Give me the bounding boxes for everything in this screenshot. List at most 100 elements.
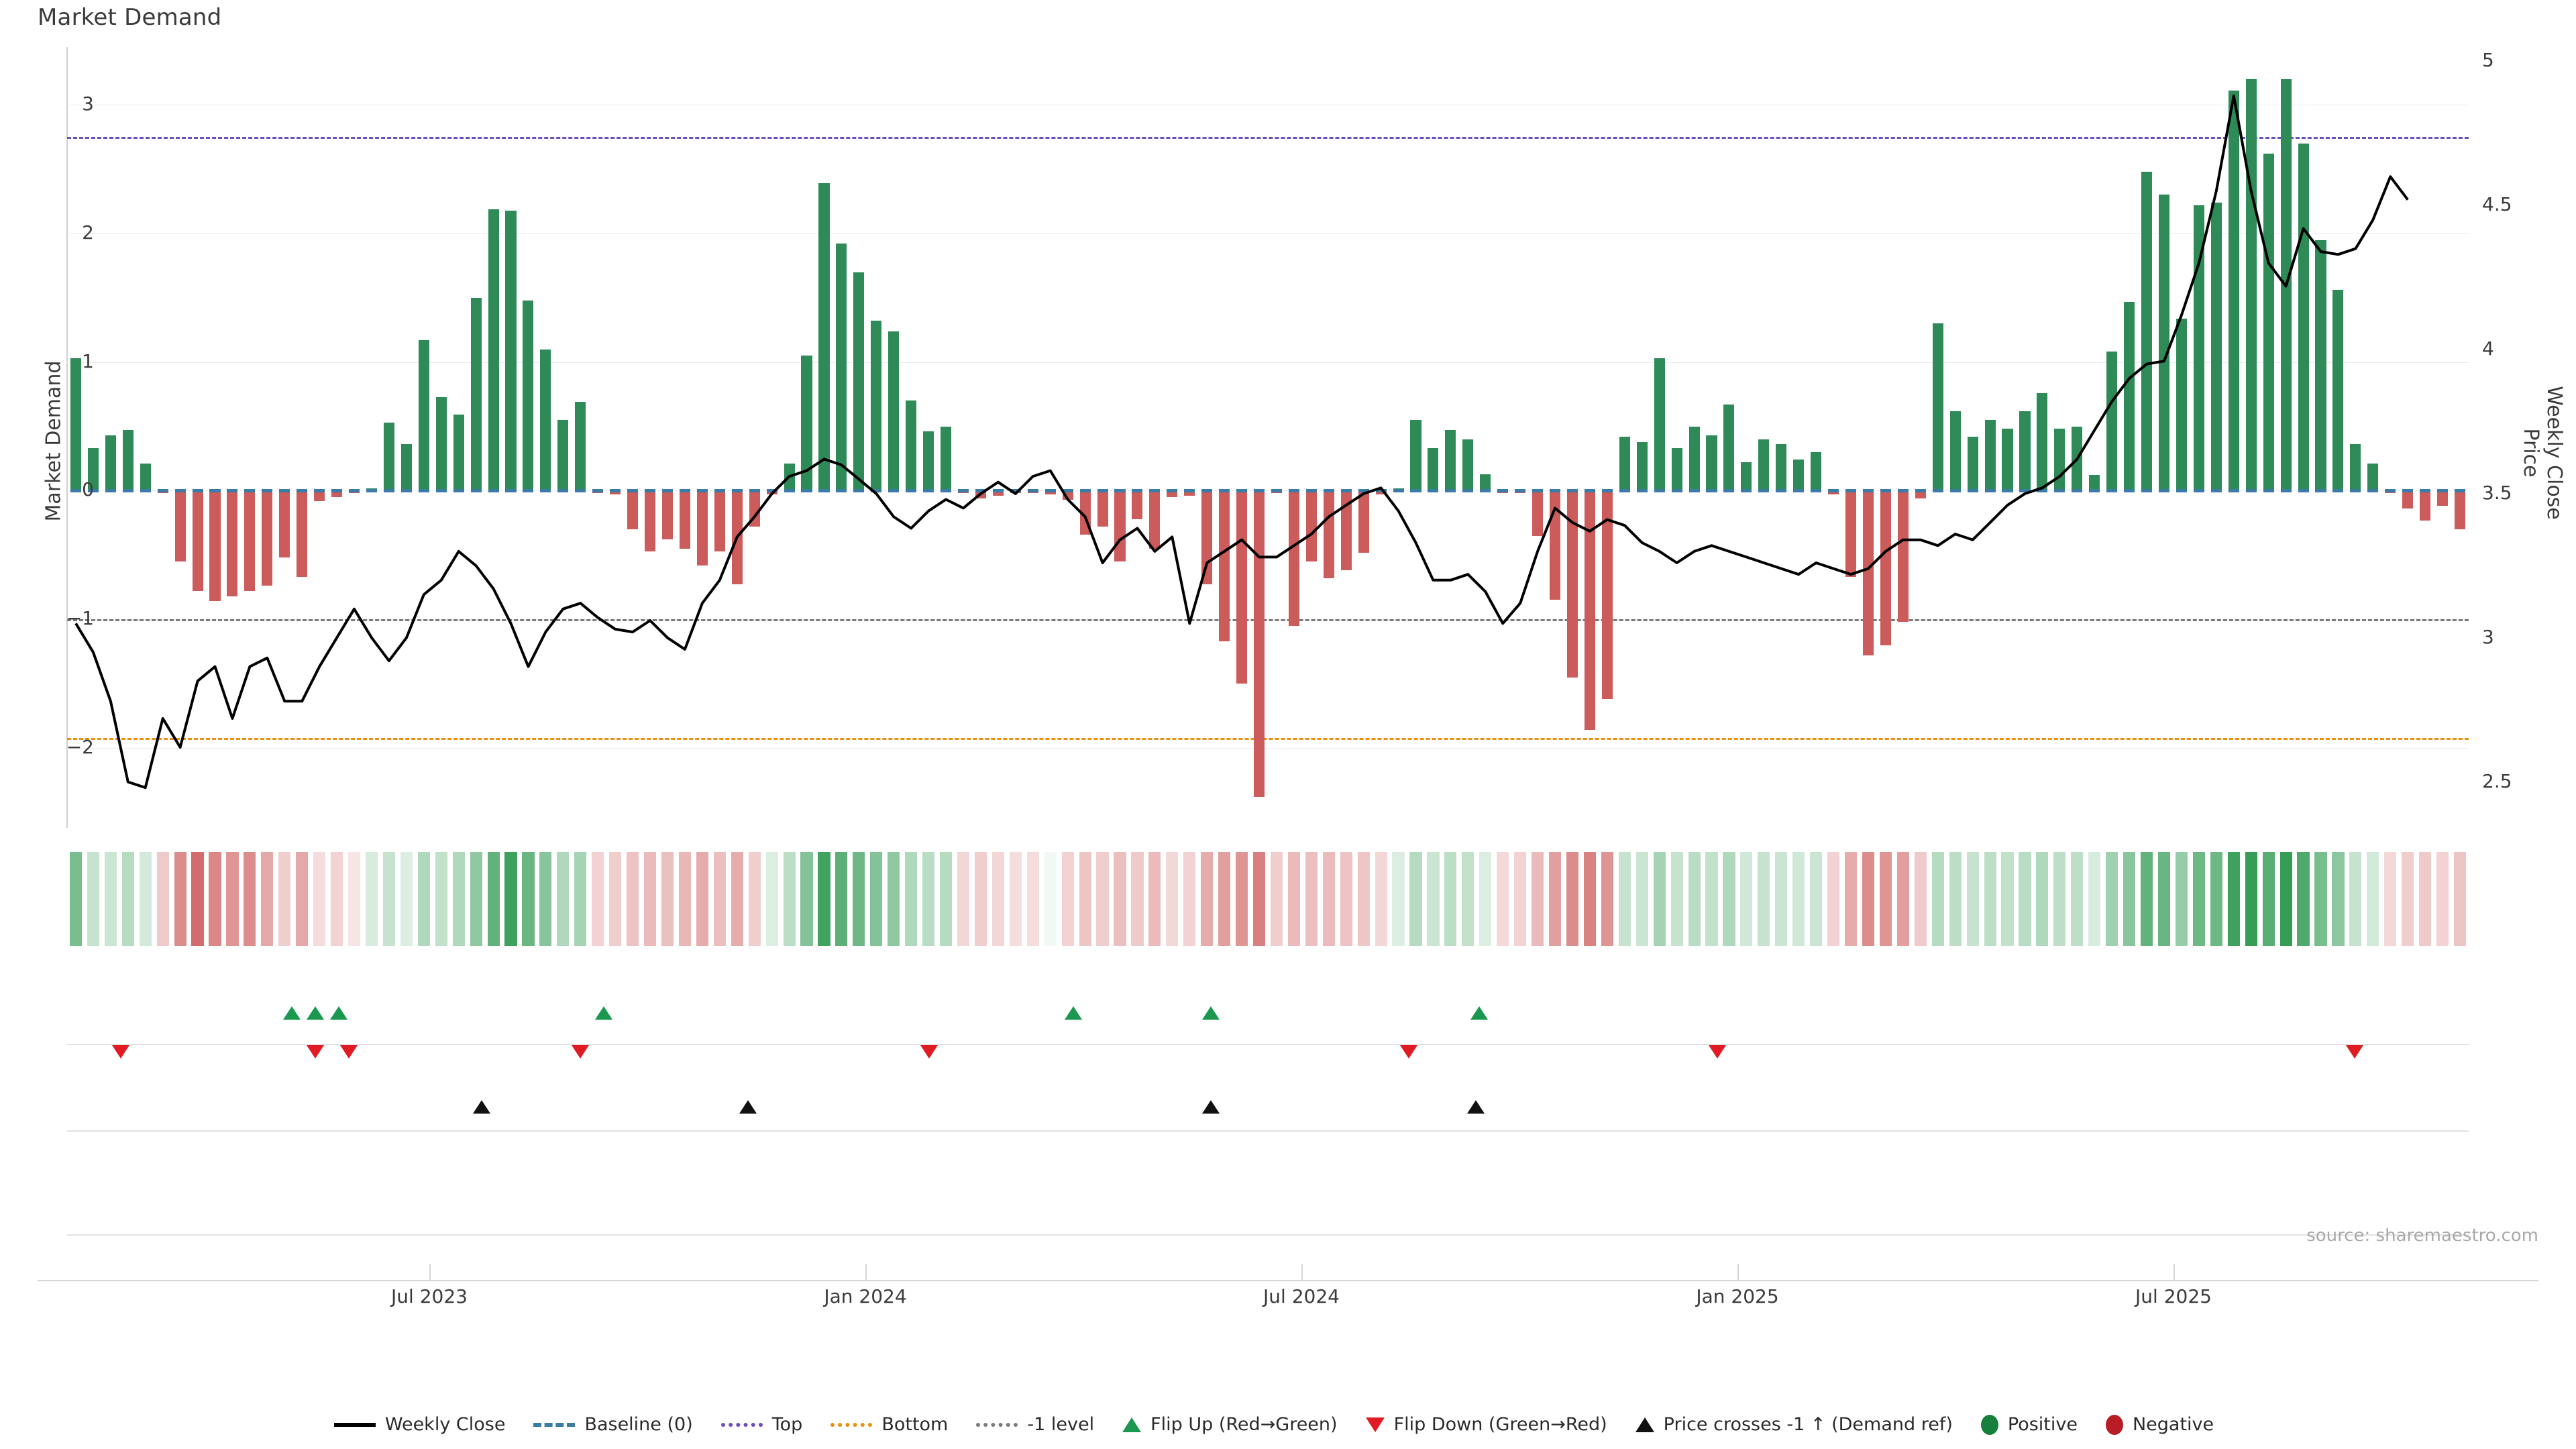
legend-item-top[interactable]: Top [720,1414,802,1435]
heat-cell [1340,852,1352,946]
baseline-segment [2367,489,2379,493]
baseline-segment [610,489,621,493]
heat-cell [2314,852,2327,946]
demand-bar [2454,490,2466,529]
heat-cell [939,852,953,946]
legend-label: -1 level [1027,1414,1095,1435]
baseline-segment [1880,489,1891,493]
heat-cell [1653,852,1666,946]
baseline-segment [1271,489,1282,493]
demand-bar [1584,490,1595,731]
legend-item-price-crosses[interactable]: Price crosses -1 ↑ (Demand ref) [1635,1414,1953,1435]
legend-item-minus-one-level[interactable]: -1 level [976,1414,1094,1435]
heat-cell [1322,852,1335,946]
baseline-segment [2193,489,2204,493]
demand-bar [906,400,917,491]
demand-bar [122,430,133,491]
legend-item-positive[interactable]: Positive [1980,1414,2078,1435]
demand-bar [1636,441,1648,491]
demand-bar [244,490,256,592]
demand-bar [575,402,586,491]
heat-cell [2262,852,2275,946]
baseline-segment [1340,489,1352,493]
demand-bar [661,490,674,540]
flip-down-marker [920,1045,938,1059]
flip-down-marker [340,1045,358,1059]
heat-cell [1705,852,1718,946]
demand-bar [1184,490,1195,496]
demand-bar [557,420,569,491]
demand-bar [1706,435,1717,491]
baseline-segment [314,489,325,493]
baseline-segment [244,489,256,493]
heat-cell [2210,852,2222,946]
baseline-segment [297,489,308,493]
heat-cell [1896,852,1909,946]
baseline-segment [453,489,464,493]
demand-bar [418,340,429,491]
heat-cell [835,852,848,946]
marker-row-divider-2 [67,1130,2469,1132]
y-tick-right: 4 [2482,337,2494,360]
heat-cell [1409,852,1422,946]
demand-bar [836,244,847,491]
heat-cell [470,852,482,946]
legend-item-bottom[interactable]: Bottom [830,1414,948,1435]
x-tick-label: Jul 2023 [391,1285,468,1307]
heat-cell [2384,852,2397,946]
gridline [67,490,2469,492]
heat-cell [2036,852,2049,946]
heat-cell [1966,852,1979,946]
source-note: source: sharemaestro.com [2306,1226,2538,1246]
legend-item-flip-up[interactable]: Flip Up (Red→Green) [1122,1414,1338,1435]
heat-cell [574,852,587,946]
heat-cell [1044,852,1057,946]
baseline-segment [2263,489,2274,493]
baseline-segment [992,489,1004,493]
demand-bar [1288,490,1299,626]
minus-one-reference-line [67,619,2469,622]
demand-bar [400,444,412,491]
heat-cell [2106,852,2118,946]
minus-one-level-swatch-icon [976,1422,1018,1427]
baseline-segment [2072,489,2083,493]
legend-item-flip-down[interactable]: Flip Down (Green→Red) [1365,1414,1607,1435]
demand-bar [1132,490,1143,519]
baseline-segment [2054,489,2065,493]
baseline-segment [1671,489,1682,493]
demand-bar [992,490,1004,496]
price-cross-marker [739,1100,757,1114]
legend-item-baseline[interactable]: Baseline (0) [533,1414,693,1435]
heat-cell [2175,852,2188,946]
demand-bar [941,426,952,491]
baseline-segment [801,489,812,493]
demand-bar [105,435,116,491]
legend-label: Baseline (0) [584,1414,693,1435]
heat-cell [1688,852,1701,946]
demand-bar [1723,405,1735,491]
heat-cell [2367,852,2379,946]
heat-cell [1166,852,1179,946]
legend-item-negative[interactable]: Negative [2105,1414,2214,1435]
heat-cell [974,852,987,946]
demand-bar [1149,490,1161,549]
baseline-segment [279,489,290,493]
heat-cell [1583,852,1596,946]
baseline-segment [731,489,743,493]
heat-cell [1114,852,1126,946]
baseline-segment [2280,489,2292,493]
demand-bar [1358,490,1369,553]
demand-bar [1532,490,1544,536]
demand-heat-strip [67,852,2469,946]
heat-cell [592,852,604,946]
baseline-segment [192,489,203,493]
legend-item-weekly-close[interactable]: Weekly Close [333,1414,505,1435]
baseline-segment [418,489,429,493]
heat-cell [991,852,1004,946]
baseline-segment [1967,489,1978,493]
demand-bar [679,490,690,549]
baseline-segment [957,489,969,493]
demand-bar [1688,426,1700,491]
baseline-segment [2298,489,2309,493]
heat-cell [1723,852,1735,946]
